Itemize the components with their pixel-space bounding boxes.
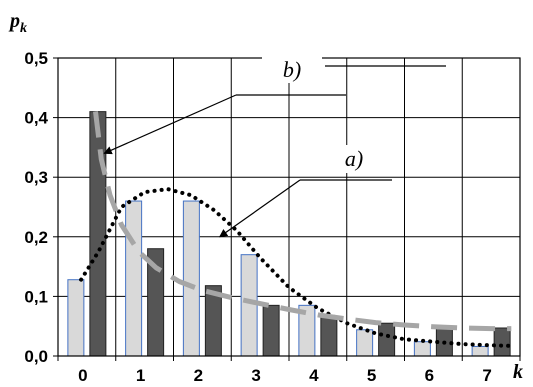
annotation-label-1: a) (345, 146, 363, 171)
curves (79, 111, 514, 348)
x-tick-label: 7 (482, 366, 491, 385)
annotation-label-0: b) (283, 57, 301, 82)
x-axis-title: k (513, 361, 523, 383)
tick-labels: 0,0 0,1 0,2 0,3 0,4 0,5 0 1 2 3 4 5 6 7 (24, 49, 492, 385)
y-axis-title: pk (8, 10, 27, 36)
bars (67, 111, 511, 357)
bar-series2-5 (378, 322, 396, 357)
y-tick-label: 0,1 (24, 287, 48, 306)
annotation-arrow-1 (219, 179, 301, 238)
curve-a (79, 187, 514, 348)
bar-series1-0 (67, 279, 85, 357)
bar-series2-0 (89, 111, 107, 357)
bar-series1-1 (125, 200, 143, 357)
y-tick-label: 0,0 (24, 347, 48, 366)
annotation-box-0 (262, 57, 322, 83)
curve-b (93, 111, 512, 332)
annotation-arrow-0 (103, 94, 237, 155)
annotations: b) a) (103, 57, 446, 238)
x-tick-label: 5 (367, 366, 376, 385)
grid (58, 57, 520, 356)
x-tick-label: 1 (136, 366, 145, 385)
bar-series2-3 (262, 304, 280, 357)
y-tick-label: 0,3 (24, 168, 48, 187)
bar-series1-6 (413, 341, 431, 357)
bar-series2-7 (493, 327, 511, 357)
axis-titles: pk k (8, 10, 523, 383)
y-tick-label: 0,4 (24, 109, 48, 128)
y-tick-label: 0,2 (24, 228, 48, 247)
y-tick-label: 0,5 (24, 49, 48, 68)
x-tick-label: 3 (251, 366, 260, 385)
x-tick-label: 0 (78, 366, 87, 385)
x-tick-label: 6 (425, 366, 434, 385)
bar-series1-3 (240, 254, 258, 357)
bar-series2-4 (320, 315, 338, 357)
x-tick-label: 4 (309, 366, 319, 385)
x-tick-label: 2 (194, 366, 203, 385)
annotation-box-1 (326, 145, 382, 173)
bar-series1-2 (182, 200, 200, 357)
bar-series1-5 (356, 329, 374, 357)
bar-series1-7 (471, 345, 489, 357)
